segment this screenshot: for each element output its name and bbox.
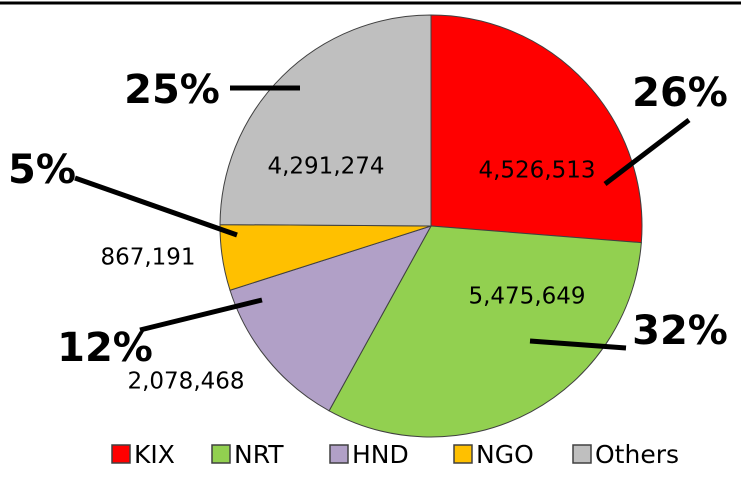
legend-swatch <box>111 444 131 464</box>
legend-label: NGO <box>476 440 534 469</box>
percent-label: 26% <box>632 70 728 116</box>
value-label: 2,078,468 <box>127 369 244 395</box>
leader-line <box>603 118 691 186</box>
percent-label: 5% <box>8 147 76 193</box>
legend-swatch <box>453 444 473 464</box>
legend-label: KIX <box>134 440 175 469</box>
value-label: 867,191 <box>100 245 195 271</box>
pie-slice <box>219 14 432 227</box>
leader-line <box>74 175 238 238</box>
percent-label: 32% <box>632 308 728 354</box>
percent-label: 12% <box>57 325 153 371</box>
value-label: 4,291,274 <box>267 154 384 180</box>
percent-label: 25% <box>124 67 220 113</box>
legend-label: NRT <box>234 440 284 469</box>
leader-line <box>139 297 263 333</box>
legend-swatch <box>211 444 231 464</box>
legend-label: HND <box>352 440 409 469</box>
legend-swatch <box>329 444 349 464</box>
pie-slice <box>328 225 642 438</box>
legend-label: Others <box>595 440 679 469</box>
leader-line <box>529 338 627 351</box>
value-label: 4,526,513 <box>478 158 595 184</box>
legend-swatch <box>572 444 592 464</box>
pie-slice <box>430 14 643 244</box>
pie-slice <box>229 225 433 412</box>
value-label: 5,475,649 <box>468 284 585 310</box>
